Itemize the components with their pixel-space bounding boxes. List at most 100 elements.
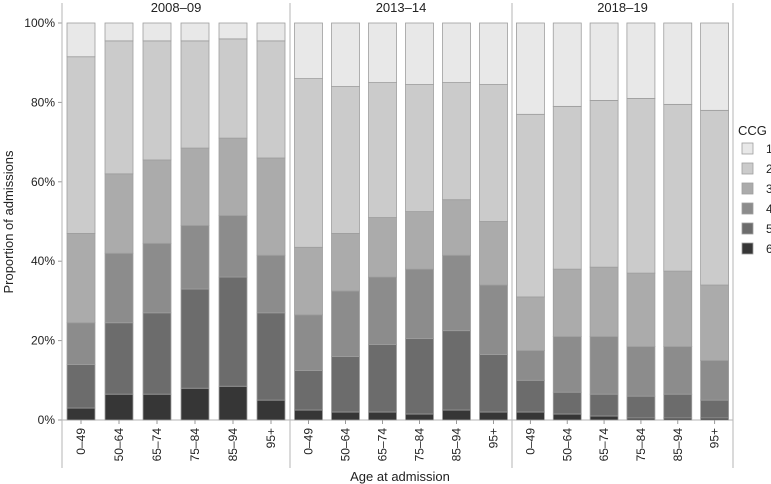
- x-tick-label: 0–49: [74, 428, 88, 455]
- bar-segment-ccg-3: [218, 137, 248, 216]
- x-tick-label: 50–64: [339, 428, 353, 462]
- bar-segment-ccg-2: [66, 56, 96, 234]
- bar-segment-ccg-2: [479, 84, 508, 222]
- bar-segment-ccg-2: [294, 78, 323, 248]
- x-tick-label: 75–84: [413, 428, 427, 462]
- bar-segment-ccg-1: [589, 22, 619, 101]
- x-tick-label: 95+: [708, 428, 722, 448]
- bar-segment-ccg-3: [663, 270, 693, 347]
- bar-segment-ccg-3: [479, 221, 508, 286]
- bar-segment-ccg-3: [142, 159, 172, 244]
- x-tick-label: 95+: [264, 428, 278, 448]
- bar-segment-ccg-5: [552, 391, 582, 415]
- bar-segment-ccg-3: [442, 199, 471, 256]
- bars-layer: [66, 22, 729, 421]
- bar-segment-ccg-4: [516, 350, 545, 381]
- x-tick-label: 65–74: [150, 428, 164, 462]
- bar-segment-ccg-4: [180, 225, 210, 290]
- bar-segment-ccg-4: [700, 360, 729, 401]
- bar-segment-ccg-1: [66, 22, 96, 58]
- bar-segment-ccg-3: [66, 233, 96, 324]
- bar-segment-ccg-6: [218, 385, 248, 421]
- bar-segment-ccg-4: [589, 336, 619, 395]
- bar-segment-ccg-4: [331, 290, 360, 357]
- y-tick-label: 80%: [31, 95, 55, 109]
- legend-label: 2: [766, 162, 771, 176]
- bar-segment-ccg-1: [104, 22, 134, 42]
- bar-segment-ccg-4: [479, 284, 508, 355]
- bar-segment-ccg-5: [142, 312, 172, 395]
- bar-segment-ccg-4: [663, 346, 693, 395]
- bar-segment-ccg-2: [368, 82, 397, 218]
- bar-segment-ccg-1: [552, 22, 582, 107]
- bar-segment-ccg-1: [218, 22, 248, 40]
- legend-title: CCG: [738, 123, 767, 138]
- bar-segment-ccg-3: [331, 233, 360, 292]
- x-tick-label: 75–84: [188, 428, 202, 462]
- bar-segment-ccg-1: [479, 22, 508, 85]
- bar-segment-ccg-3: [104, 173, 134, 254]
- bar-segment-ccg-5: [479, 354, 508, 413]
- bar-segment-ccg-2: [516, 113, 545, 298]
- x-tick-label: 85–94: [226, 428, 240, 462]
- bar-segment-ccg-2: [626, 98, 656, 274]
- bar-segment-ccg-4: [368, 276, 397, 345]
- panel-title: 2018–19: [597, 0, 648, 15]
- bar-segment-ccg-5: [180, 288, 210, 389]
- bar-segment-ccg-2: [142, 40, 172, 161]
- bar-segment-ccg-2: [552, 105, 582, 270]
- bar-segment-ccg-6: [180, 387, 210, 421]
- bar-segment-ccg-6: [589, 415, 619, 421]
- x-tick-label: 0–49: [302, 428, 316, 455]
- bar-segment-ccg-6: [442, 409, 471, 421]
- bar-segment-ccg-3: [552, 268, 582, 338]
- bar-segment-ccg-6: [142, 393, 172, 421]
- bar-segment-ccg-3: [294, 246, 323, 316]
- bar-segment-ccg-4: [142, 242, 172, 314]
- bar-segment-ccg-6: [331, 411, 360, 421]
- bar-segment-ccg-6: [368, 411, 397, 421]
- bar-segment-ccg-5: [218, 276, 248, 387]
- x-tick-label: 50–64: [560, 428, 574, 462]
- bar-segment-ccg-5: [516, 379, 545, 413]
- bar-segment-ccg-6: [104, 393, 134, 421]
- bar-segment-ccg-6: [294, 409, 323, 421]
- axes-layer: [58, 3, 734, 468]
- bar-segment-ccg-5: [368, 344, 397, 413]
- bar-segment-ccg-6: [66, 407, 96, 421]
- bar-segment-ccg-6: [516, 411, 545, 421]
- bar-segment-ccg-1: [442, 22, 471, 83]
- bar-segment-ccg-5: [626, 395, 656, 419]
- legend-swatch-ccg-5: [741, 222, 754, 235]
- bar-segment-ccg-3: [516, 296, 545, 351]
- legend-swatch-ccg-3: [741, 182, 754, 195]
- bar-segment-ccg-2: [405, 84, 434, 212]
- bar-segment-ccg-1: [256, 22, 286, 42]
- legend-swatch-ccg-1: [741, 142, 754, 155]
- bar-segment-ccg-4: [218, 215, 248, 278]
- x-axis-title: Age at admission: [350, 469, 450, 484]
- bar-segment-ccg-2: [256, 40, 286, 159]
- legend-label: 3: [766, 182, 771, 196]
- bar-segment-ccg-6: [479, 411, 508, 421]
- y-tick-label: 60%: [31, 175, 55, 189]
- bar-segment-ccg-3: [405, 211, 434, 270]
- bar-segment-ccg-5: [294, 369, 323, 411]
- y-tick-label: 0%: [38, 413, 56, 427]
- bar-segment-ccg-1: [516, 22, 545, 115]
- bar-segment-ccg-5: [256, 312, 286, 401]
- bar-segment-ccg-5: [442, 330, 471, 411]
- bar-segment-ccg-3: [700, 284, 729, 361]
- bar-segment-ccg-3: [180, 147, 210, 226]
- x-tick-label: 65–74: [597, 428, 611, 462]
- bar-segment-ccg-5: [331, 356, 360, 413]
- bar-segment-ccg-2: [104, 40, 134, 175]
- bar-segment-ccg-1: [180, 22, 210, 42]
- bar-segment-ccg-3: [626, 272, 656, 347]
- bar-segment-ccg-4: [66, 322, 96, 365]
- legend-swatch-ccg-4: [741, 202, 754, 215]
- bar-segment-ccg-5: [66, 364, 96, 409]
- x-tick-label: 95+: [487, 428, 501, 448]
- bar-segment-ccg-4: [442, 254, 471, 332]
